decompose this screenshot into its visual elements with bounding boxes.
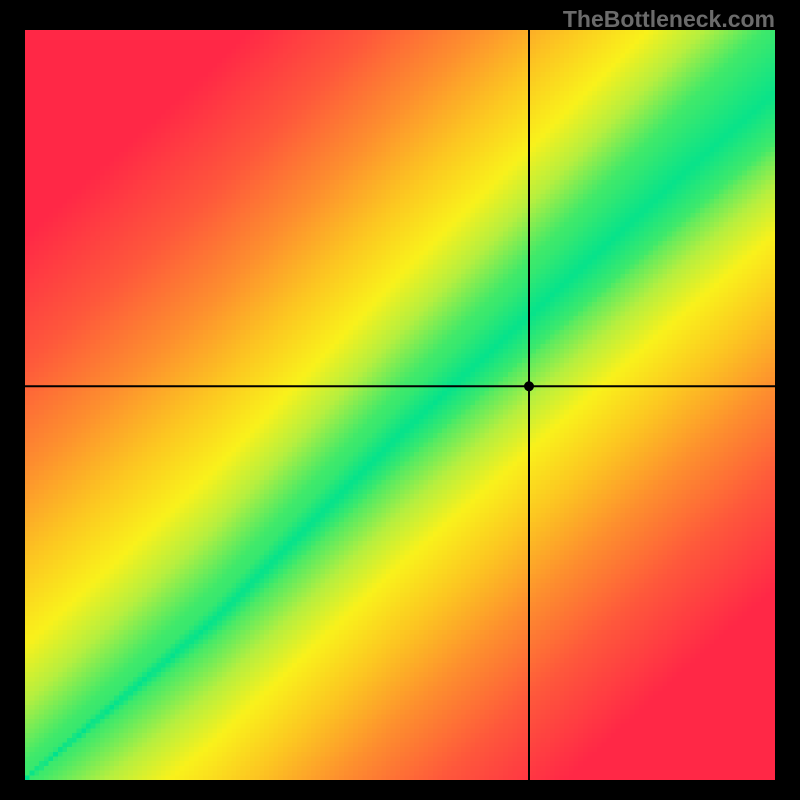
bottleneck-heatmap <box>25 30 775 780</box>
chart-container: TheBottleneck.com <box>0 0 800 800</box>
attribution-label: TheBottleneck.com <box>563 6 775 33</box>
